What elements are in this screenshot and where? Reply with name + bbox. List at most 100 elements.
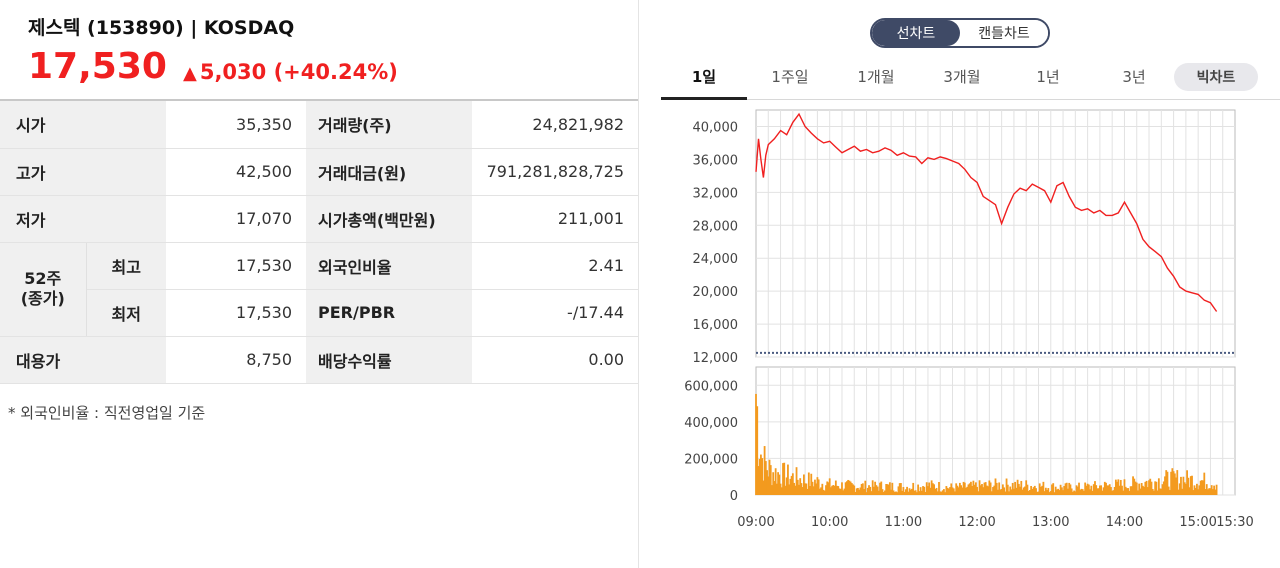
volume-bar: [810, 473, 813, 495]
open-label: 시가: [0, 101, 167, 149]
volume-bar: [1075, 485, 1078, 495]
volume-bar: [1052, 483, 1055, 495]
tab-1year[interactable]: 1년: [1036, 68, 1060, 86]
volume-bar: [809, 486, 811, 495]
volume-bar: [1108, 484, 1111, 495]
tab-1day[interactable]: 1일: [691, 68, 717, 86]
price-tick-label: 20,000: [693, 285, 739, 300]
volume-bar: [790, 475, 793, 495]
volume-bar: [1097, 488, 1100, 495]
volume-bar: [1178, 483, 1181, 495]
big-chart-button[interactable]: 빅차트: [1174, 63, 1258, 91]
volume-bar: [1067, 488, 1069, 495]
tab-1month[interactable]: 1개월: [857, 68, 895, 86]
volume-bar: [849, 481, 852, 495]
volume-bar: [952, 488, 955, 495]
time-tick-label: 12:00: [958, 515, 995, 530]
volume-bar: [924, 491, 927, 495]
volume-bar: [904, 489, 907, 495]
volume-bar: [755, 393, 757, 495]
volume-bar: [1100, 485, 1103, 495]
low-value: 17,070: [166, 195, 307, 243]
volume-bar: [1107, 485, 1110, 495]
volume-bar: [982, 487, 985, 495]
table-row: 저가 17,070 시가총액(백만원) 211,001: [0, 195, 639, 243]
volume-bar: [901, 490, 904, 495]
table-row: 고가 42,500 거래대금(원) 791,281,828,725: [0, 148, 639, 196]
volume-bar: [955, 483, 958, 495]
volume-bar: [845, 481, 848, 495]
volume-bar: [1053, 492, 1056, 495]
volume-bar: [971, 485, 974, 495]
volume-bar: [1073, 490, 1076, 495]
volume-bar: [1032, 487, 1035, 495]
volume-bar: [961, 487, 964, 495]
volume-bar: [1171, 468, 1174, 495]
volume-bar: [763, 446, 766, 495]
volume-bar: [1180, 476, 1182, 495]
volume-bar: [1025, 480, 1028, 495]
volume-bar: [811, 481, 814, 495]
volume-bar: [1177, 489, 1180, 495]
volume-bar: [771, 485, 773, 495]
volume-bar: [1098, 485, 1101, 495]
volume-bar: [1144, 481, 1147, 495]
volume-bar: [796, 479, 799, 495]
volume-bar: [1187, 477, 1190, 495]
volume-bar: [922, 486, 924, 495]
volume-bar: [1199, 480, 1202, 495]
volume-bar: [929, 487, 932, 495]
volume-tick-label: 600,000: [684, 379, 738, 394]
volume-bar: [1117, 479, 1120, 495]
stats-table: 시가 35,350 거래량(주) 24,821,982 고가 42,500 거래…: [0, 101, 639, 384]
volume-bar: [833, 485, 836, 495]
volume-bar: [799, 478, 802, 495]
volume-bar: [876, 486, 879, 495]
line-chart-button[interactable]: 선차트: [872, 20, 960, 46]
volume-bar: [1044, 487, 1047, 495]
price-tick-label: 16,000: [693, 318, 739, 333]
volume-bar: [935, 487, 938, 495]
volume-bar: [1210, 485, 1213, 495]
volume-bar: [871, 480, 874, 495]
panel-divider: [638, 0, 639, 568]
volume-bar: [1110, 487, 1112, 495]
volume-bar: [1081, 489, 1084, 495]
volume-bar: [803, 474, 805, 495]
tab-3year[interactable]: 3년: [1122, 68, 1146, 86]
intraday-chart: 40,000 36,000 32,000 28,000 24,000 20,000 16,0…: [684, 109, 1254, 530]
tab-3month[interactable]: 3개월: [943, 68, 981, 86]
volume-bar: [1170, 471, 1173, 495]
volume-bar: [768, 459, 771, 495]
volume-bar: [1090, 485, 1093, 495]
volume-bar: [879, 482, 881, 495]
volume-bar: [791, 473, 794, 495]
candle-chart-button[interactable]: 캔들차트: [960, 20, 1048, 46]
volume-bar: [906, 486, 908, 495]
volume-bar: [800, 483, 803, 495]
volume-bar: [1031, 488, 1034, 495]
volume-bar: [1103, 481, 1106, 495]
volume-bar: [1049, 491, 1052, 495]
volume-bar: [1069, 484, 1072, 495]
volume-bar: [934, 488, 937, 495]
volume-bar: [1153, 490, 1155, 495]
volume-bar: [850, 483, 853, 495]
volume-bar: [885, 484, 888, 495]
time-tick-label: 14:00: [1106, 515, 1143, 530]
volume-bar: [896, 492, 899, 495]
week52-low-value: 17,530: [166, 289, 307, 337]
volume-bar: [882, 492, 885, 495]
change-value: 5,030 (+40.24%): [199, 60, 398, 84]
trade-value-label: 거래대금(원): [306, 148, 473, 196]
volume-bar: [1003, 487, 1005, 495]
time-tick-label: 11:00: [885, 515, 922, 530]
volume-bar: [1164, 476, 1166, 495]
volume-bar: [1165, 470, 1168, 495]
volume-bar: [945, 486, 948, 495]
volume-bar: [912, 482, 915, 495]
volume-bar: [1024, 486, 1026, 495]
tab-1week[interactable]: 1주일: [771, 68, 809, 86]
volume-bar: [1197, 489, 1200, 495]
volume-bar: [757, 466, 760, 495]
